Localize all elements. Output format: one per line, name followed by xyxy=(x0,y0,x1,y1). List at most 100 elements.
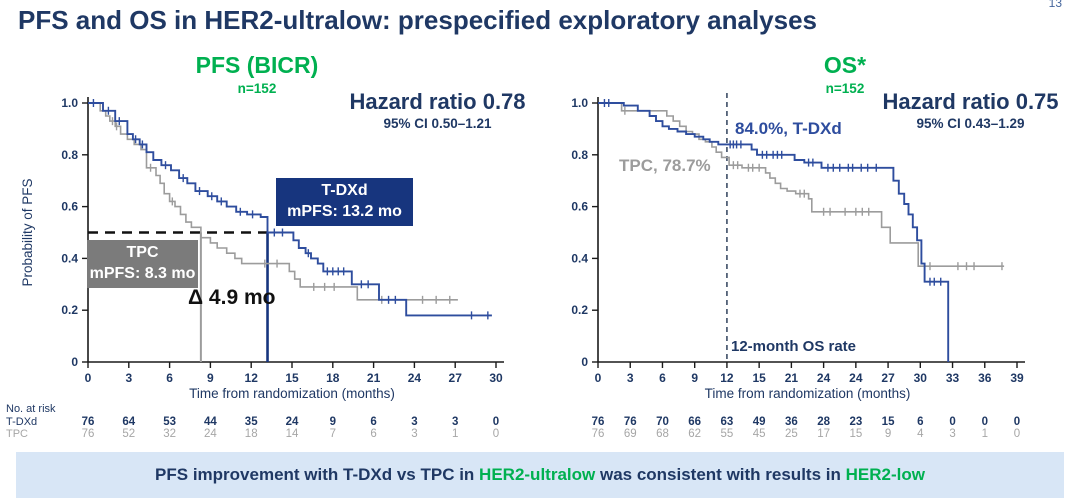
os-n-label: n=152 xyxy=(825,81,865,96)
x-tick-label: 21 xyxy=(367,371,381,385)
x-tick-label: 33 xyxy=(946,371,960,385)
x-tick-label: 30 xyxy=(489,371,503,385)
at-risk-value: 7 xyxy=(330,428,336,440)
x-tick-label: 39 xyxy=(1010,371,1024,385)
y-axis-title: Probability of PFS xyxy=(20,178,35,286)
at-risk-value: 6 xyxy=(370,416,376,428)
at-risk-value: 69 xyxy=(624,428,637,440)
at-risk-value: 3 xyxy=(452,416,458,428)
y-tick-label: 0.6 xyxy=(61,200,78,214)
at-risk-value: 63 xyxy=(721,416,734,428)
x-tick-label: 15 xyxy=(285,371,299,385)
at-risk-value: 76 xyxy=(624,416,637,428)
tdxd-median-box-name: T-DXd xyxy=(321,182,368,200)
series-curve-tpc xyxy=(88,102,458,301)
at-risk-value: 76 xyxy=(82,416,95,428)
at-risk-value: 25 xyxy=(785,428,798,440)
tpc-median-box-value: mPFS: 8.3 mo xyxy=(89,265,196,282)
banner-text-segment: PFS improvement with T-DXd vs TPC in xyxy=(155,465,480,484)
pfs-confidence-interval: 95% CI 0.50–1.21 xyxy=(383,116,492,132)
x-axis-title: Time from randomization (months) xyxy=(189,386,395,401)
at-risk-value: 15 xyxy=(882,416,895,428)
at-risk-value: 76 xyxy=(82,428,95,440)
at-risk-value: 64 xyxy=(122,416,135,428)
tpc-median-box-name: TPC xyxy=(126,244,159,262)
os-km-chart: 00.20.40.60.81.00 3 6 9 12 15 21 24 24 27 30 33 36 39… xyxy=(571,93,1025,440)
x-tick-label: 0 xyxy=(85,371,92,385)
y-tick-label: 0.4 xyxy=(61,251,78,265)
x-tick-label: 24 xyxy=(408,371,422,385)
tdxd-median-box-value: mPFS: 13.2 mo xyxy=(287,203,402,220)
tdxd-median-box: T-DXd mPFS: 13.2 mo xyxy=(276,178,413,226)
y-tick-label: 0.2 xyxy=(61,303,78,317)
at-risk-value: 70 xyxy=(656,416,669,428)
at-risk-value: 14 xyxy=(286,428,299,440)
at-risk-value: 23 xyxy=(849,416,862,428)
at-risk-value: 9 xyxy=(330,416,336,428)
at-risk-label: No. at risk xyxy=(6,403,56,415)
at-risk-value: 55 xyxy=(721,428,734,440)
at-risk-value: 45 xyxy=(753,428,766,440)
at-risk-value: 3 xyxy=(949,428,955,440)
y-tick-label: 1.0 xyxy=(571,96,588,110)
x-tick-label: 27 xyxy=(449,371,463,385)
x-tick-label: 18 xyxy=(326,371,340,385)
at-risk-value: 68 xyxy=(656,428,669,440)
x-tick-label: 36 xyxy=(978,371,992,385)
at-risk-value: 53 xyxy=(163,416,176,428)
banner-highlight-her2-ultralow: HER2-ultralow xyxy=(479,465,596,484)
x-tick-label: 9 xyxy=(207,371,214,385)
at-risk-value: 6 xyxy=(370,428,376,440)
x-tick-label: 9 xyxy=(691,371,698,385)
x-tick-label: 15 xyxy=(752,371,766,385)
median-delta-label: Δ 4.9 mo xyxy=(188,286,276,309)
x-tick-label: 12 xyxy=(245,371,259,385)
os-rate-tdxd-label: 84.0%, T-DXd xyxy=(735,119,842,138)
at-risk-row-name: T-DXd xyxy=(6,416,37,428)
y-tick-label: 0.2 xyxy=(571,303,588,317)
at-risk-value: 0 xyxy=(982,416,988,428)
y-tick-label: 0 xyxy=(71,355,78,369)
summary-banner: PFS improvement with T-DXd vs TPC in HER… xyxy=(16,452,1064,498)
at-risk-value: 76 xyxy=(592,428,605,440)
at-risk-value: 3 xyxy=(411,416,417,428)
y-tick-label: 0.6 xyxy=(571,200,588,214)
pfs-hazard-ratio-block: Hazard ratio 0.78 95% CI 0.50–1.21 xyxy=(340,90,535,131)
os-rate-tpc-label: TPC, 78.7% xyxy=(619,156,711,175)
series-curve-t-dxd xyxy=(598,102,950,362)
x-tick-label: 3 xyxy=(125,371,132,385)
os-chart-title: OS* xyxy=(823,52,867,78)
at-risk-value: 32 xyxy=(163,428,176,440)
at-risk-value: 35 xyxy=(245,416,258,428)
x-tick-label: 0 xyxy=(595,371,602,385)
at-risk-value: 49 xyxy=(753,416,766,428)
x-tick-label: 24 xyxy=(849,371,863,385)
slide-page-number: 13 xyxy=(1048,0,1062,10)
at-risk-value: 18 xyxy=(245,428,258,440)
y-tick-label: 0 xyxy=(581,355,588,369)
at-risk-value: 0 xyxy=(1014,428,1020,440)
banner-highlight-her2-low: HER2-low xyxy=(845,465,925,484)
os-hazard-ratio-value: Hazard ratio 0.75 xyxy=(882,89,1059,114)
at-risk-value: 36 xyxy=(785,416,798,428)
os-12month-rate-label: 12-month OS rate xyxy=(731,338,857,355)
y-tick-label: 0.4 xyxy=(571,251,588,265)
at-risk-value: 15 xyxy=(849,428,862,440)
at-risk-value: 44 xyxy=(204,416,217,428)
at-risk-value: 76 xyxy=(592,416,605,428)
at-risk-value: 28 xyxy=(817,416,830,428)
pfs-chart-title: PFS (BICR) xyxy=(195,52,319,78)
at-risk-value: 62 xyxy=(688,428,701,440)
x-tick-label: 6 xyxy=(659,371,666,385)
series-curve-tpc xyxy=(598,102,1005,267)
at-risk-value: 0 xyxy=(493,428,499,440)
at-risk-row-name: TPC xyxy=(6,428,28,440)
os-hazard-ratio-block: Hazard ratio 0.75 95% CI 0.43–1.29 xyxy=(873,90,1068,131)
x-tick-label: 12 xyxy=(720,371,734,385)
x-tick-label: 21 xyxy=(785,371,799,385)
at-risk-value: 66 xyxy=(688,416,701,428)
page-title: PFS and OS in HER2-ultralow: prespecifie… xyxy=(18,5,818,35)
os-confidence-interval: 95% CI 0.43–1.29 xyxy=(916,116,1025,132)
